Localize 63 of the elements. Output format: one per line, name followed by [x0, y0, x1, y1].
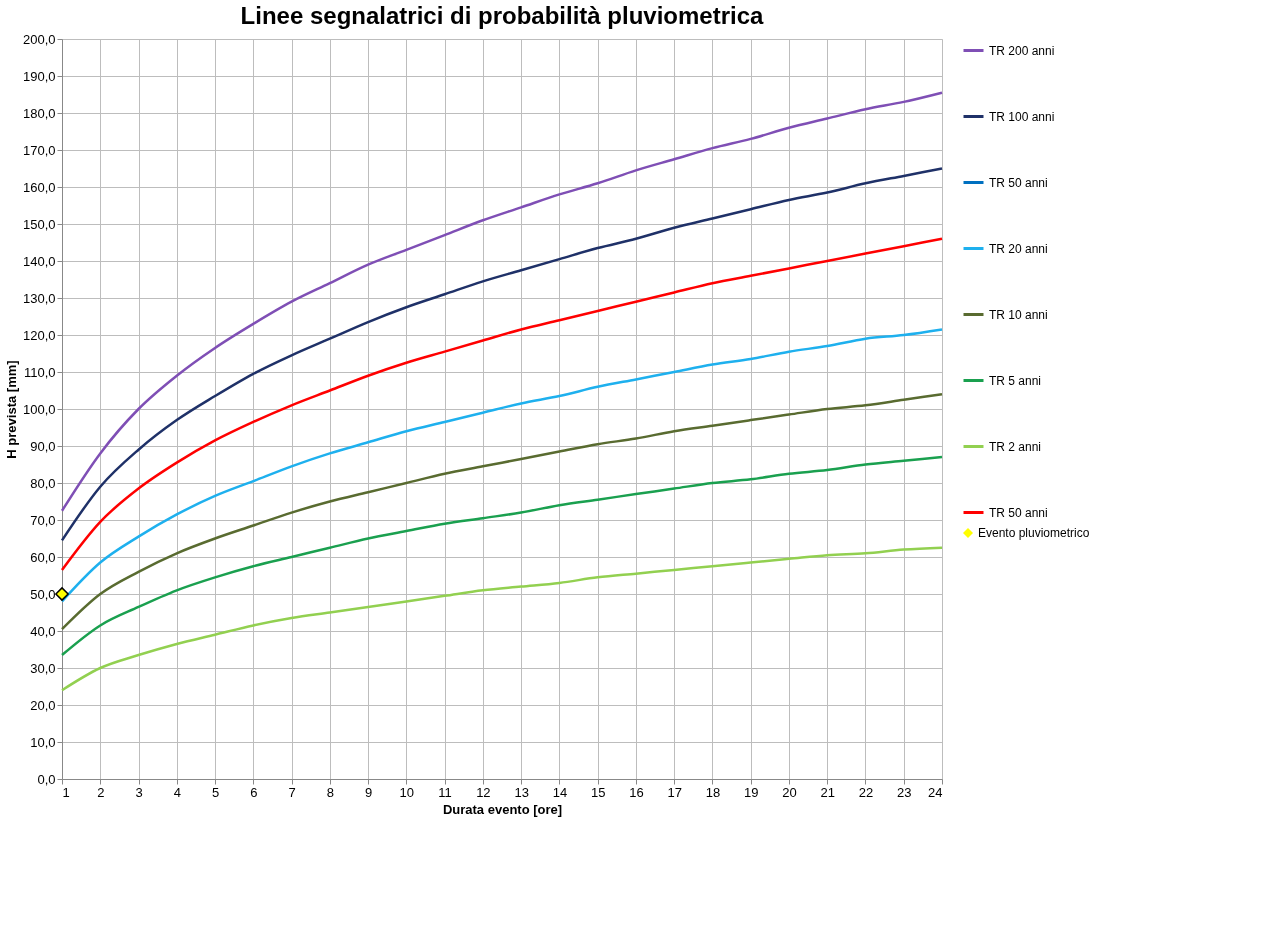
y-tick-label: 100,0: [22, 401, 56, 417]
y-tick-label: 20,0: [30, 697, 56, 713]
x-tick-label: 19: [743, 784, 759, 800]
x-axis-title: Durata evento [ore]: [442, 801, 563, 817]
x-tick-label: 8: [326, 784, 334, 800]
legend-label: TR 50 anni: [989, 175, 1048, 190]
x-tick-label: 5: [211, 784, 220, 800]
x-tick-label: 3: [135, 784, 143, 800]
x-tick-label: 15: [590, 784, 606, 800]
line-series: [60, 237, 944, 572]
x-tick-label: 20: [782, 784, 797, 800]
x-tick-label: 22: [858, 784, 874, 800]
x-tick-label: 17: [667, 784, 682, 800]
y-tick-label: 10,0: [30, 734, 56, 750]
legend-label: Evento pluviometrico: [978, 526, 1090, 540]
x-tick-label: 1: [62, 784, 70, 800]
y-tick-label: 90,0: [30, 438, 56, 454]
y-tick-label: 160,0: [22, 179, 56, 195]
y-tick-label: 0,0: [37, 771, 56, 787]
y-tick-label: 40,0: [30, 623, 56, 639]
legend-label: TR 200 anni: [989, 43, 1055, 58]
x-tick-label: 18: [705, 784, 721, 800]
y-tick-label: 70,0: [30, 512, 56, 528]
x-tick-label: 9: [364, 784, 373, 800]
x-tick-label: 24: [928, 784, 943, 800]
legend-label: TR 20 anni: [989, 241, 1048, 256]
y-tick-label: 80,0: [30, 475, 56, 491]
x-tick-label: 2: [97, 784, 105, 800]
y-tick-label: 50,0: [30, 586, 56, 602]
x-tick-label: 16: [629, 784, 644, 800]
legend-label: TR 10 anni: [989, 307, 1048, 322]
x-tick-label: 6: [250, 784, 258, 800]
y-tick-label: 110,0: [23, 364, 56, 380]
line-series: [60, 392, 944, 631]
y-tick-label: 180,0: [22, 105, 56, 121]
x-tick-label: 12: [476, 784, 491, 800]
y-tick-label: 170,0: [22, 142, 56, 158]
y-tick-label: 140,0: [22, 253, 56, 269]
x-tick-label: 13: [514, 784, 529, 800]
y-tick-label: 150,0: [22, 216, 56, 232]
x-tick-label: 14: [552, 784, 568, 800]
y-tick-label: 130,0: [22, 290, 56, 306]
line-series: [60, 455, 944, 657]
y-tick-label: 30,0: [30, 660, 56, 676]
y-tick-label: 60,0: [30, 549, 56, 565]
x-tick-label: 4: [173, 784, 181, 800]
line-series: [60, 546, 944, 692]
line-series: [60, 167, 944, 542]
x-tick-label: 11: [438, 784, 452, 800]
chart-title: Linee segnalatrici di probabilità pluviometrica: [240, 2, 765, 29]
legend-label: TR 5 anni: [989, 373, 1042, 388]
legend-label: TR 50 anni: [989, 505, 1048, 520]
y-tick-label: 190,0: [22, 68, 56, 84]
x-tick-label: 23: [897, 784, 912, 800]
legend-label: TR 2 anni: [989, 439, 1042, 454]
line-series: [60, 91, 944, 512]
y-tick-label: 200,0: [22, 31, 56, 47]
y-tick-label: 120,0: [22, 327, 56, 343]
x-tick-label: 10: [399, 784, 415, 800]
y-axis-title: H prevista [mm]: [3, 360, 19, 459]
x-tick-label: 21: [820, 784, 835, 800]
x-tick-label: 7: [288, 784, 296, 800]
legend-label: TR 100 anni: [989, 109, 1055, 124]
